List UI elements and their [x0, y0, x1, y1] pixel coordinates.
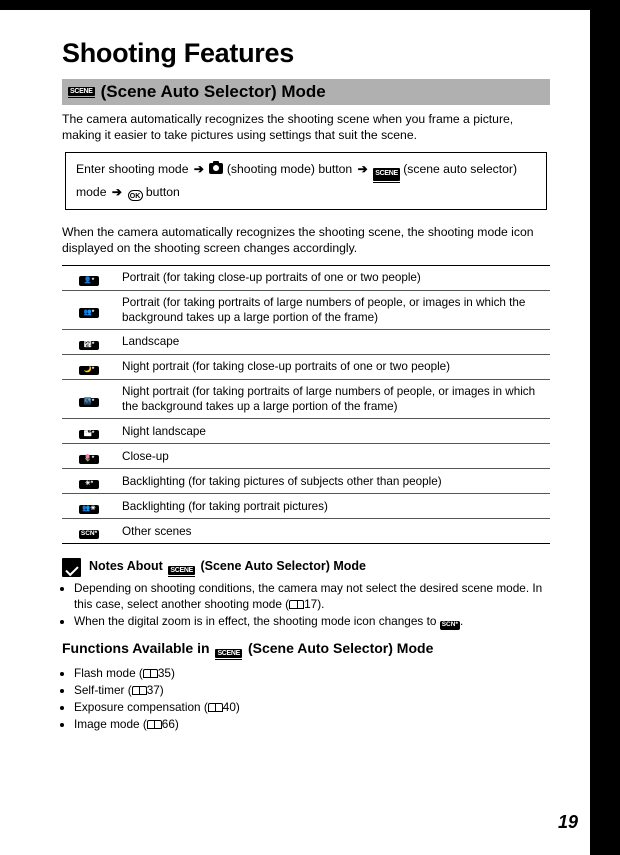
- table-row: 👥☀ Backlighting (for taking portrait pict…: [62, 494, 550, 519]
- scene-icon: 🌃*: [79, 398, 99, 408]
- scene-desc-cell: Night portrait (for taking portraits of …: [116, 380, 550, 419]
- table-row: 👥* Portrait (for taking portraits of larg…: [62, 290, 550, 329]
- book-icon: [289, 600, 304, 609]
- arrow-icon: ➔: [194, 160, 204, 179]
- arrow-icon: ➔: [112, 183, 122, 202]
- paragraph-2: When the camera automatically recognizes…: [62, 224, 550, 257]
- check-icon: [62, 558, 81, 577]
- table-row: 👤* Portrait (for taking close-up portrait…: [62, 265, 550, 290]
- list-item: Flash mode (35): [74, 666, 550, 682]
- scene-desc-cell: Backlighting (for taking portrait pictur…: [116, 494, 550, 519]
- scene-desc-cell: Backlighting (for taking pictures of sub…: [116, 469, 550, 494]
- scene-icon-cell: 🏙*: [62, 419, 116, 444]
- functions-heading-pre: Functions Available in: [62, 640, 210, 656]
- list-item: Exposure compensation (40): [74, 700, 550, 716]
- scene-icon-cell: 👥☀: [62, 494, 116, 519]
- nav-step-4: button: [146, 185, 180, 199]
- scene-desc-cell: Other scenes: [116, 519, 550, 544]
- side-label: Shooting Features: [595, 370, 607, 463]
- book-icon: [143, 669, 158, 678]
- page-number: 19: [558, 812, 578, 833]
- scene-icon: SCN*: [440, 621, 460, 631]
- ok-button-icon: OK: [128, 190, 143, 201]
- arrow-icon: ➔: [358, 160, 368, 179]
- chapter-title: Shooting Features: [62, 38, 550, 69]
- scene-icon: 🌙*: [79, 366, 99, 376]
- notes-title-suffix: (Scene Auto Selector) Mode: [200, 559, 366, 573]
- list-item: Depending on shooting conditions, the ca…: [74, 581, 550, 613]
- scene-icon: 🌷*: [79, 455, 99, 465]
- scene-desc-cell: Night landscape: [116, 419, 550, 444]
- book-icon: [208, 703, 223, 712]
- scene-desc-cell: Night portrait (for taking close-up port…: [116, 355, 550, 380]
- scene-icon: 🏙*: [79, 430, 99, 440]
- nav-step-1: Enter shooting mode: [76, 162, 188, 176]
- scene-auto-icon: SCENE: [168, 566, 195, 577]
- list-item: Image mode (66): [74, 717, 550, 733]
- scene-icon-cell: 🌷*: [62, 444, 116, 469]
- scene-icon-cell: SCN*: [62, 519, 116, 544]
- scene-icon: 👥☀: [79, 505, 99, 515]
- scene-desc-cell: Landscape: [116, 330, 550, 355]
- mode-header-text: (Scene Auto Selector) Mode: [101, 82, 326, 102]
- table-row: 🌃* Night portrait (for taking portraits o…: [62, 380, 550, 419]
- scene-auto-icon: SCENE: [215, 649, 242, 660]
- scene-table: 👤* Portrait (for taking close-up portrait…: [62, 265, 550, 545]
- functions-list: Flash mode (35)Self-timer (37)Exposure c…: [62, 666, 550, 733]
- scene-auto-icon: SCENE: [68, 87, 95, 98]
- scene-desc-cell: Close-up: [116, 444, 550, 469]
- scene-icon: 👥*: [79, 308, 99, 318]
- scene-auto-icon: SCENE: [373, 168, 400, 183]
- list-item: Self-timer (37): [74, 683, 550, 699]
- scene-desc-cell: Portrait (for taking portraits of large …: [116, 290, 550, 329]
- mode-header: SCENE (Scene Auto Selector) Mode: [62, 79, 550, 105]
- scene-icon: 🏞*: [79, 341, 99, 351]
- table-row: 🏞* Landscape: [62, 330, 550, 355]
- functions-heading-post: (Scene Auto Selector) Mode: [248, 640, 433, 656]
- notes-title: Notes About: [89, 559, 163, 573]
- scene-icon-cell: 👤*: [62, 265, 116, 290]
- book-icon: [147, 720, 162, 729]
- table-row: SCN* Other scenes: [62, 519, 550, 544]
- functions-heading: Functions Available in SCENE (Scene Auto…: [62, 640, 550, 660]
- navigation-box: Enter shooting mode ➔ (shooting mode) bu…: [65, 152, 547, 210]
- list-item: When the digital zoom is in effect, the …: [74, 614, 550, 630]
- scene-desc-cell: Portrait (for taking close-up portraits …: [116, 265, 550, 290]
- notes-heading: Notes About SCENE (Scene Auto Selector) …: [62, 558, 550, 577]
- scene-icon: 👤*: [79, 276, 99, 286]
- page: Shooting Features SCENE (Scene Auto Sele…: [0, 10, 590, 855]
- table-row: ☀* Backlighting (for taking pictures of s…: [62, 469, 550, 494]
- scene-icon-cell: 🌙*: [62, 355, 116, 380]
- notes-list: Depending on shooting conditions, the ca…: [62, 581, 550, 630]
- scene-icon-cell: 👥*: [62, 290, 116, 329]
- camera-icon: [209, 163, 223, 174]
- nav-step-2: (shooting mode) button: [227, 162, 352, 176]
- scene-icon-cell: ☀*: [62, 469, 116, 494]
- scene-icon-cell: 🏞*: [62, 330, 116, 355]
- scene-icon: ☀*: [79, 480, 99, 490]
- scene-icon: SCN*: [79, 530, 99, 540]
- intro-text: The camera automatically recognizes the …: [62, 111, 550, 144]
- book-icon: [132, 686, 147, 695]
- table-row: 🏙* Night landscape: [62, 419, 550, 444]
- scene-icon-cell: 🌃*: [62, 380, 116, 419]
- table-row: 🌙* Night portrait (for taking close-up po…: [62, 355, 550, 380]
- table-row: 🌷* Close-up: [62, 444, 550, 469]
